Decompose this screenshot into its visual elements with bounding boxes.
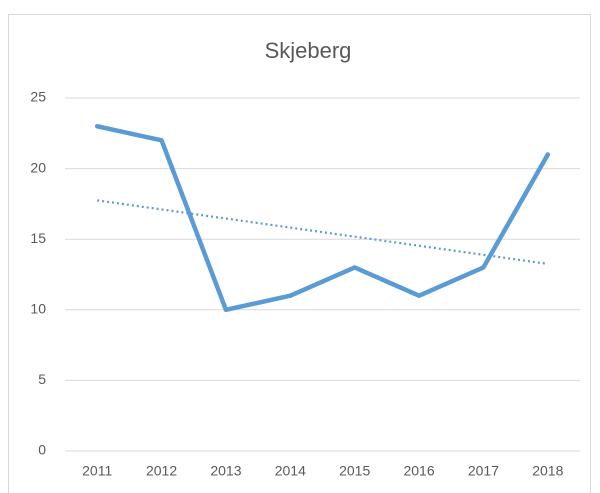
y-tick-label: 10	[30, 301, 46, 317]
x-tick-label: 2016	[403, 463, 434, 479]
y-tick-label: 20	[30, 159, 46, 175]
chart-title: Skjeberg	[265, 38, 352, 63]
x-tick-label: 2014	[275, 463, 306, 479]
trendline	[97, 199, 548, 265]
y-tick-label: 0	[38, 442, 46, 458]
y-tick-label: 15	[30, 230, 46, 246]
x-tick-label: 2013	[210, 463, 241, 479]
x-tick-label: 2018	[532, 463, 563, 479]
line-series	[94, 123, 551, 313]
x-tick-label: 2012	[146, 463, 177, 479]
y-tick-label: 25	[30, 89, 46, 105]
x-tick-label: 2011	[82, 463, 112, 479]
x-tick-label: 2017	[468, 463, 499, 479]
y-tick-label: 5	[38, 371, 46, 387]
x-tick-label: 2015	[339, 463, 370, 479]
chart-border	[8, 14, 591, 493]
